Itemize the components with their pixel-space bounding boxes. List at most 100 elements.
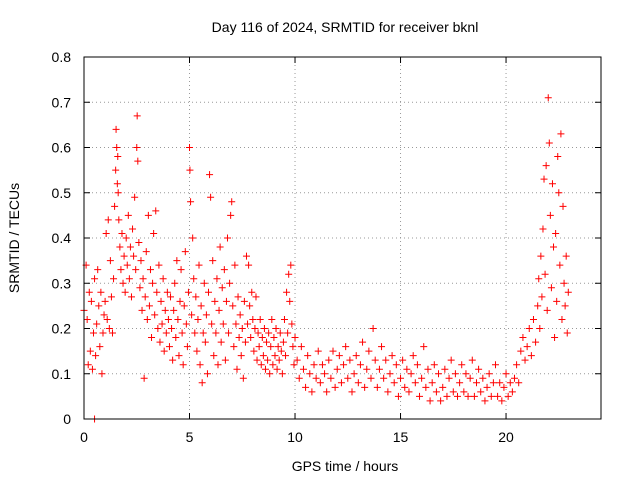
data-point: [175, 352, 183, 360]
y-tick-label: 0.7: [52, 94, 72, 110]
data-point: [189, 234, 197, 242]
data-point: [308, 388, 316, 396]
data-point: [333, 365, 341, 373]
y-tick-label: 0.8: [52, 49, 72, 65]
data-point: [122, 234, 130, 242]
data-point: [169, 356, 177, 364]
data-point: [121, 288, 129, 296]
data-point: [542, 162, 550, 170]
data-point: [321, 370, 329, 378]
data-point: [214, 361, 222, 369]
data-point: [553, 297, 561, 305]
data-point: [236, 311, 244, 319]
data-point: [384, 388, 392, 396]
data-point: [203, 370, 211, 378]
data-point: [348, 388, 356, 396]
data-point: [216, 243, 224, 251]
data-point: [329, 347, 337, 355]
data-point: [251, 325, 259, 332]
data-point: [487, 392, 495, 400]
data-point: [196, 361, 204, 369]
data-point: [504, 392, 512, 400]
data-point: [537, 252, 545, 260]
data-point: [104, 216, 112, 224]
data-point: [534, 302, 542, 310]
data-point: [223, 234, 231, 242]
data-point: [213, 275, 221, 283]
data-point: [132, 266, 140, 274]
data-point: [267, 343, 275, 351]
data-point: [247, 334, 255, 342]
data-point: [259, 352, 267, 360]
data-point: [464, 392, 472, 400]
data-point: [172, 334, 180, 342]
data-point: [270, 334, 278, 342]
data-point: [208, 320, 216, 328]
data-point: [138, 306, 146, 314]
data-point: [363, 365, 371, 373]
data-point: [540, 175, 548, 183]
x-tick-label: 10: [287, 429, 303, 445]
data-point: [441, 365, 449, 373]
data-point: [392, 361, 400, 369]
data-point: [164, 315, 172, 323]
data-point: [98, 370, 106, 378]
data-point: [420, 343, 428, 351]
data-point: [226, 279, 234, 287]
data-point: [111, 202, 119, 210]
data-point: [201, 338, 209, 346]
data-point: [443, 392, 451, 400]
data-point: [198, 379, 206, 387]
data-point: [535, 275, 543, 283]
data-point: [181, 248, 189, 256]
data-point: [87, 297, 95, 305]
data-point: [491, 361, 499, 369]
data-point: [369, 325, 377, 332]
data-point: [155, 261, 163, 269]
data-point: [117, 266, 125, 274]
data-point: [161, 306, 169, 314]
data-point: [207, 193, 215, 201]
data-point: [110, 275, 118, 283]
data-point: [244, 320, 252, 328]
data-point: [483, 383, 491, 391]
data-point: [83, 315, 91, 323]
data-point: [266, 370, 274, 378]
data-point: [222, 297, 230, 305]
data-point: [544, 94, 552, 102]
data-point: [135, 239, 143, 247]
data-point: [114, 189, 122, 197]
data-point: [168, 325, 176, 332]
data-point: [500, 383, 508, 391]
data-point: [269, 361, 277, 369]
data-point: [274, 343, 282, 351]
data-point: [264, 356, 272, 364]
data-point: [344, 374, 352, 382]
data-point: [133, 144, 141, 151]
data-point: [146, 266, 154, 274]
data-point: [217, 338, 225, 346]
data-point: [375, 365, 383, 373]
data-point: [211, 297, 219, 305]
data-point: [563, 329, 571, 337]
data-point: [558, 315, 566, 323]
data-point: [199, 329, 207, 337]
data-point: [413, 361, 421, 369]
data-point: [137, 257, 145, 265]
data-point: [254, 329, 262, 337]
data-point: [233, 365, 241, 373]
data-point: [186, 144, 194, 151]
data-point: [554, 153, 562, 161]
data-point: [194, 315, 202, 323]
data-point: [550, 243, 558, 251]
data-point: [481, 397, 489, 405]
data-point: [212, 329, 220, 337]
data-point: [451, 370, 459, 378]
data-point: [439, 383, 447, 391]
data-point: [177, 266, 185, 274]
data-point: [235, 334, 243, 342]
data-point: [367, 374, 375, 382]
data-point: [327, 374, 335, 382]
data-point: [342, 343, 350, 351]
